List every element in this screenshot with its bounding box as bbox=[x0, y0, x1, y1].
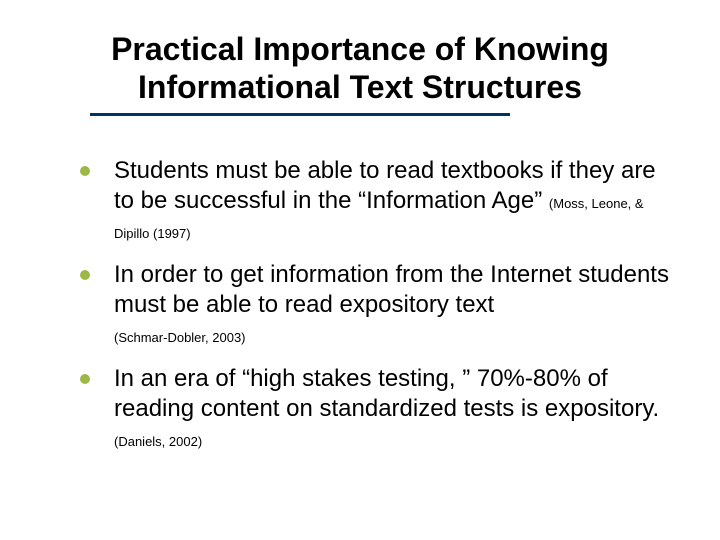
bullet-icon bbox=[80, 166, 90, 176]
bullet-icon bbox=[80, 374, 90, 384]
bullet-text: In order to get information from the Int… bbox=[114, 261, 669, 318]
title-underline bbox=[90, 113, 510, 116]
slide-title: Practical Importance of Knowing Informat… bbox=[50, 30, 670, 107]
citation-text: (Schmar-Dobler, 2003) bbox=[114, 330, 246, 345]
slide-container: Practical Importance of Knowing Informat… bbox=[0, 0, 720, 540]
bullet-text: In an era of “high stakes testing, ” 70%… bbox=[114, 365, 659, 422]
bullet-list: Students must be able to read textbooks … bbox=[50, 156, 670, 454]
bullet-icon bbox=[80, 270, 90, 280]
list-item: Students must be able to read textbooks … bbox=[80, 156, 670, 246]
list-item: In an era of “high stakes testing, ” 70%… bbox=[80, 364, 670, 454]
list-item: In order to get information from the Int… bbox=[80, 260, 670, 350]
citation-text: (Daniels, 2002) bbox=[114, 434, 202, 449]
